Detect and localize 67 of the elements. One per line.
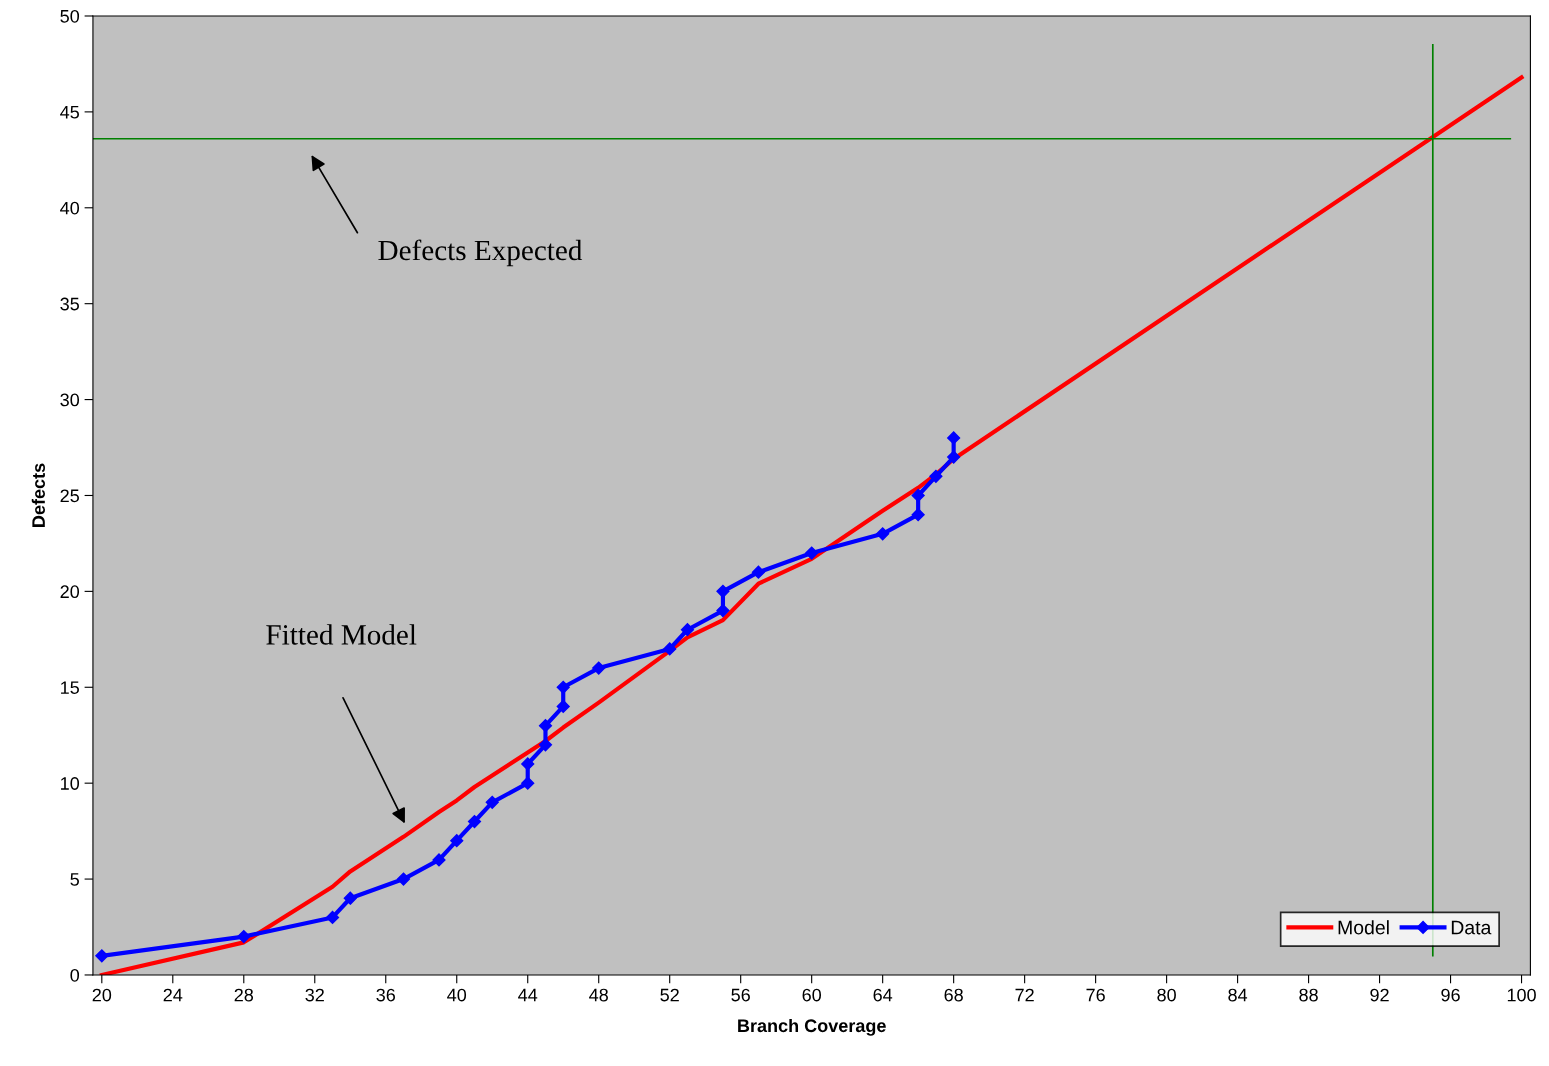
point	[556, 699, 570, 714]
point	[343, 891, 357, 905]
x-tick-label: 60	[802, 988, 822, 1002]
point	[929, 469, 943, 483]
point	[805, 546, 819, 560]
annotation: Defects Expected	[378, 239, 583, 267]
y-tick-label: 50	[60, 9, 80, 23]
legend-label: Model	[1338, 920, 1389, 935]
y-axis-title: Defects	[31, 463, 45, 527]
y-tick-label: 15	[61, 681, 79, 694]
y-tick-label: 25	[60, 489, 79, 503]
point	[325, 910, 340, 925]
x-tick-label: 88	[1299, 988, 1318, 1002]
y-tick-label: 35	[60, 297, 79, 311]
x-tick-label: 28	[234, 988, 254, 1002]
x-tick-label: 80	[1157, 988, 1176, 1002]
x-tick-label: 72	[1015, 988, 1034, 1002]
annotation: Fitted Model	[266, 624, 417, 645]
x-tick-label: 36	[376, 988, 396, 1002]
point	[467, 814, 482, 829]
x-tick-label: 32	[305, 988, 324, 1002]
point	[95, 949, 109, 963]
x-tick-label: 100	[1507, 988, 1536, 1002]
legend-label: Data	[1451, 920, 1492, 935]
y-tick-label: 40	[60, 201, 80, 215]
point	[947, 450, 961, 464]
x-tick-label: 24	[163, 988, 183, 1002]
y-tick-label: 20	[60, 585, 80, 599]
point	[663, 642, 677, 656]
y-tick-label: 0	[70, 968, 80, 982]
line-series	[99, 75, 1524, 975]
x-tick-label: 48	[589, 988, 608, 1002]
point	[538, 738, 553, 752]
point	[450, 834, 464, 848]
point	[432, 853, 446, 867]
point	[592, 661, 606, 675]
point	[521, 776, 535, 790]
x-tick-label: 84	[1228, 988, 1248, 1002]
x-tick-label: 64	[873, 988, 893, 1002]
x-tick-label: 40	[447, 988, 467, 1002]
point	[556, 680, 570, 694]
point	[911, 508, 925, 522]
x-tick-label: 68	[944, 988, 963, 1002]
y-tick-label: 30	[60, 393, 80, 407]
point	[876, 527, 890, 541]
x-tick-label: 76	[1086, 988, 1105, 1002]
x-tick-label: 44	[518, 988, 538, 1002]
point	[751, 565, 766, 579]
x-tick-label: 20	[92, 988, 112, 1002]
x-tick-label: 52	[660, 988, 679, 1002]
point	[237, 930, 251, 944]
y-tick-label: 45	[60, 106, 79, 119]
x-tick-label: 92	[1370, 988, 1389, 1002]
x-tick-label: 96	[1441, 988, 1460, 1002]
point	[680, 623, 695, 637]
point	[485, 795, 499, 809]
x-tick-label: 56	[731, 988, 750, 1002]
y-tick-label: 5	[70, 873, 79, 886]
point	[521, 757, 535, 771]
y-tick-label: 10	[61, 777, 80, 790]
point	[911, 488, 925, 503]
point	[396, 872, 411, 886]
point	[538, 719, 553, 733]
point	[716, 584, 730, 598]
x-axis-title: Branch Coverage	[738, 1018, 886, 1036]
point	[716, 603, 730, 618]
point	[947, 431, 961, 445]
